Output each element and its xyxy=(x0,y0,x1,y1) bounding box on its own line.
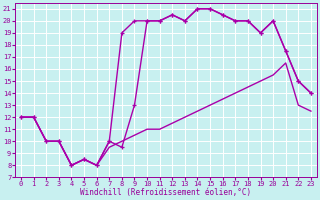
X-axis label: Windchill (Refroidissement éolien,°C): Windchill (Refroidissement éolien,°C) xyxy=(80,188,252,197)
